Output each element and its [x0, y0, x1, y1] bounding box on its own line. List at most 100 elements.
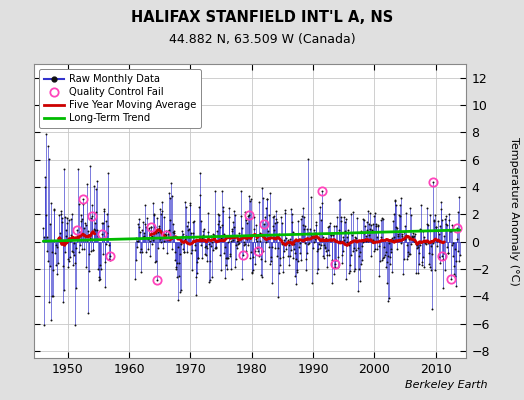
Point: [309, 238, 318, 245]
Point: [221, 244, 230, 250]
Point: [95, 274, 103, 280]
Point: [314, 241, 323, 247]
Point: [385, 295, 393, 301]
Point: [95, 277, 104, 283]
Point: [357, 228, 365, 234]
Point: [262, 204, 270, 211]
Point: [359, 230, 368, 236]
Point: [415, 260, 423, 267]
Point: [178, 228, 186, 234]
Point: [442, 221, 451, 227]
Point: [68, 248, 76, 254]
Point: [432, 223, 440, 230]
Point: [287, 206, 295, 212]
Point: [177, 241, 185, 247]
Point: [434, 228, 442, 234]
Point: [224, 238, 233, 245]
Point: [99, 220, 107, 226]
Point: [334, 227, 343, 234]
Point: [66, 254, 74, 260]
Point: [272, 218, 281, 225]
Point: [184, 226, 193, 232]
Point: [63, 255, 72, 262]
Point: [346, 262, 354, 268]
Point: [326, 237, 334, 243]
Point: [390, 210, 398, 217]
Point: [167, 246, 176, 252]
Point: [389, 237, 397, 244]
Point: [436, 206, 445, 212]
Point: [98, 220, 106, 227]
Point: [269, 223, 277, 230]
Point: [183, 248, 191, 255]
Point: [212, 244, 220, 250]
Point: [99, 250, 107, 257]
Point: [213, 228, 221, 234]
Point: [364, 208, 373, 214]
Point: [356, 260, 365, 267]
Point: [285, 262, 293, 268]
Point: [256, 230, 265, 236]
Point: [82, 237, 91, 243]
Point: [44, 142, 52, 149]
Point: [199, 228, 207, 234]
Point: [137, 245, 146, 252]
Point: [340, 236, 348, 243]
Point: [105, 257, 114, 264]
Point: [246, 196, 255, 202]
Point: [264, 228, 272, 234]
Point: [184, 227, 192, 233]
Point: [149, 210, 158, 217]
Point: [276, 254, 284, 261]
Point: [299, 222, 307, 228]
Point: [138, 227, 147, 234]
Point: [389, 218, 398, 224]
Point: [296, 250, 304, 256]
Point: [186, 202, 194, 208]
Point: [210, 233, 219, 240]
Point: [300, 226, 309, 232]
Point: [307, 231, 315, 237]
Point: [152, 277, 161, 283]
Point: [157, 238, 165, 245]
Point: [379, 254, 388, 260]
Point: [261, 239, 270, 245]
Point: [89, 247, 97, 254]
Point: [291, 273, 299, 279]
Point: [435, 254, 443, 260]
Point: [252, 222, 260, 228]
Point: [150, 212, 158, 218]
Point: [417, 227, 425, 234]
Point: [278, 240, 287, 247]
Point: [73, 227, 81, 233]
Point: [264, 235, 272, 242]
Point: [141, 221, 149, 227]
Point: [227, 226, 236, 232]
Point: [88, 213, 96, 219]
Point: [357, 256, 366, 263]
Point: [446, 228, 454, 234]
Point: [315, 204, 324, 210]
Point: [40, 322, 48, 328]
Point: [257, 272, 266, 278]
Point: [171, 264, 180, 270]
Point: [184, 218, 193, 225]
Point: [53, 260, 62, 266]
Point: [372, 221, 380, 228]
Point: [160, 214, 169, 220]
Point: [169, 230, 178, 236]
Point: [235, 240, 243, 247]
Point: [450, 263, 458, 269]
Point: [228, 237, 237, 244]
Point: [455, 252, 464, 258]
Point: [191, 247, 199, 253]
Point: [381, 252, 389, 258]
Point: [345, 242, 354, 248]
Point: [251, 248, 259, 254]
Point: [405, 251, 413, 258]
Point: [197, 242, 205, 248]
Point: [51, 250, 59, 256]
Point: [161, 230, 170, 237]
Point: [198, 235, 206, 241]
Point: [425, 212, 434, 218]
